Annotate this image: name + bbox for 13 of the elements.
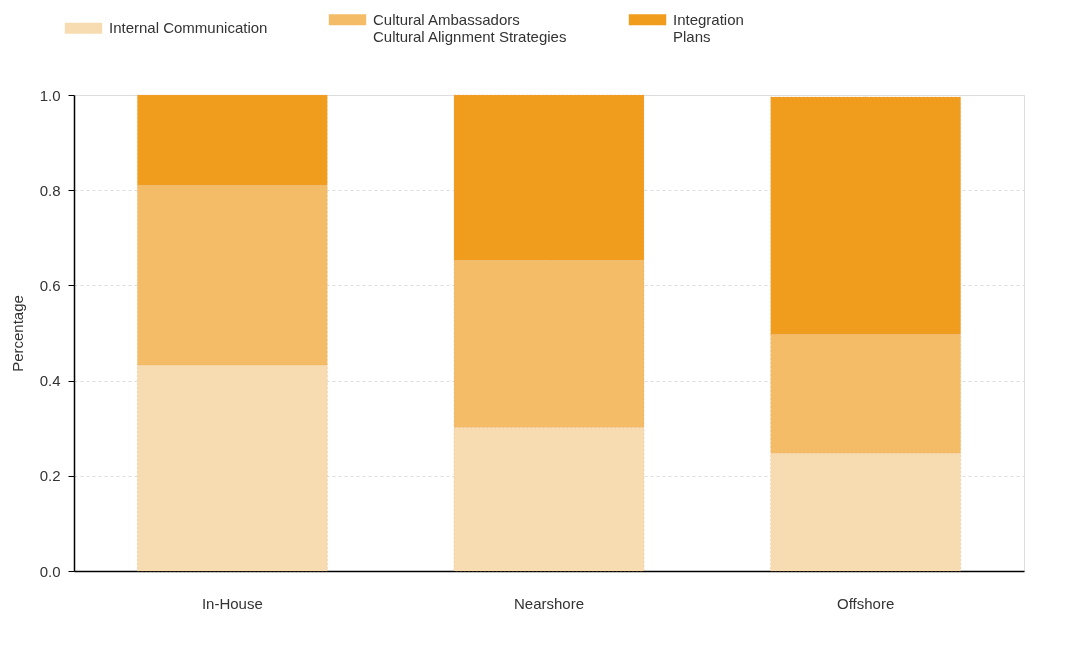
y-tick-label: 0.6 bbox=[39, 276, 61, 294]
y-tick-label: 1.0 bbox=[39, 86, 61, 104]
legend-label: Internal Communication bbox=[109, 19, 268, 37]
x-tick-label: In-House bbox=[201, 594, 263, 612]
y-tick-label: 0.2 bbox=[39, 467, 61, 485]
y-tick-label: 0.0 bbox=[39, 562, 61, 580]
legend-label: Integration Plans bbox=[673, 10, 744, 45]
x-tick-label: Offshore bbox=[837, 594, 895, 612]
y-axis-title: Percentage bbox=[8, 295, 26, 372]
legend-label: Cultural Ambassadors Cultural Alignment Strategies bbox=[373, 10, 567, 45]
x-tick-label: Nearshore bbox=[513, 594, 585, 612]
y-tick-label: 0.4 bbox=[39, 372, 61, 390]
y-tick-label: 0.8 bbox=[39, 181, 61, 199]
